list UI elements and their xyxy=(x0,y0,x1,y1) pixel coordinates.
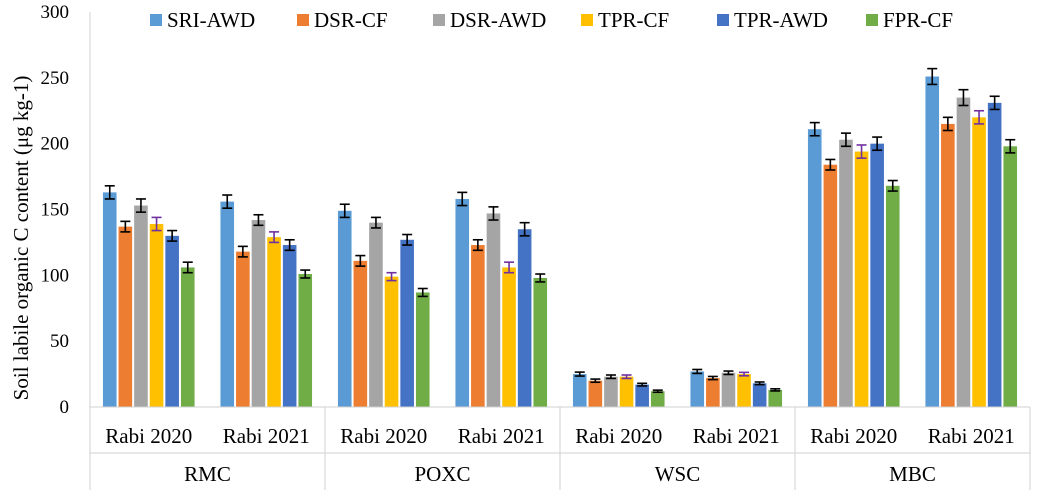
x-tick-label: Rabi 2021 xyxy=(693,424,780,448)
bar xyxy=(588,380,603,407)
y-axis-label: Soil labile organic C content (μg kg-1) xyxy=(9,76,33,401)
legend-swatch xyxy=(433,14,445,26)
bar xyxy=(941,123,955,408)
x-tick-label: Rabi 2021 xyxy=(223,424,310,448)
legend-swatch xyxy=(866,14,878,26)
bar xyxy=(102,192,117,407)
legend-label: DSR-CF xyxy=(314,8,388,32)
bar xyxy=(768,389,783,407)
bar xyxy=(854,151,869,407)
x-tick-label: Rabi 2020 xyxy=(575,424,662,448)
legend-swatch xyxy=(717,14,729,26)
bar xyxy=(236,251,250,407)
x-tick-label: Rabi 2021 xyxy=(928,424,1015,448)
x-tick-label: Rabi 2020 xyxy=(340,424,427,448)
bar xyxy=(885,185,900,407)
bar xyxy=(706,378,720,407)
y-tick-label: 250 xyxy=(41,68,70,89)
bar xyxy=(134,205,148,407)
bar xyxy=(870,143,884,407)
bars xyxy=(102,67,1018,408)
bar xyxy=(604,376,618,407)
bar xyxy=(251,220,266,407)
legend-label: SRI-AWD xyxy=(167,8,255,32)
bar xyxy=(650,391,665,407)
legend-label: TPR-AWD xyxy=(734,8,828,32)
bar xyxy=(282,245,297,407)
group-label: MBC xyxy=(889,462,936,486)
x-tick-label: Rabi 2020 xyxy=(105,424,192,448)
bar xyxy=(149,223,164,407)
bar xyxy=(400,239,414,407)
x-tick-label: Rabi 2021 xyxy=(458,424,545,448)
bar xyxy=(823,164,838,407)
group-label: WSC xyxy=(655,462,701,486)
bar xyxy=(118,226,133,407)
legend-swatch xyxy=(581,14,593,26)
bar xyxy=(752,383,767,407)
bar xyxy=(471,245,485,407)
legend-label: FPR-CF xyxy=(883,8,953,32)
bar xyxy=(987,102,1002,407)
bar xyxy=(415,292,430,407)
legend-swatch xyxy=(150,14,162,26)
bar xyxy=(337,210,352,407)
bar xyxy=(572,374,587,407)
group-label: POXC xyxy=(414,462,470,486)
y-tick-label: 0 xyxy=(60,397,70,418)
bar xyxy=(956,97,971,407)
y-tick-label: 100 xyxy=(41,265,70,286)
bar xyxy=(972,117,986,407)
bar xyxy=(502,267,516,407)
bar xyxy=(721,372,736,407)
bar xyxy=(925,76,940,408)
bar xyxy=(807,129,822,407)
bar xyxy=(180,267,195,407)
bar xyxy=(267,237,281,407)
bar xyxy=(369,222,383,407)
bar xyxy=(486,213,501,407)
y-tick-label: 300 xyxy=(41,2,70,23)
x-axis: Rabi 2020 Rabi 2021 Rabi 2020 Rabi 2021 Rabi… xyxy=(89,406,1031,490)
y-axis: 0 50 100 150 200 250 300 xyxy=(41,2,91,418)
y-tick-label: 200 xyxy=(41,134,70,155)
bar xyxy=(690,371,705,407)
bar xyxy=(298,274,313,407)
bar xyxy=(384,276,399,407)
y-tick-label: 50 xyxy=(50,331,69,352)
bar xyxy=(839,139,853,407)
y-tick-label: 150 xyxy=(41,200,70,221)
group-label: RMC xyxy=(184,462,231,486)
x-tick-label: Rabi 2020 xyxy=(810,424,897,448)
bar xyxy=(220,201,235,407)
bar xyxy=(619,376,634,407)
legend: SRI-AWD DSR-CF DSR-AWD TPR-CF TPR-AWD FPR-CF xyxy=(150,8,953,32)
bar xyxy=(353,260,368,407)
bar xyxy=(455,198,470,407)
legend-label: DSR-AWD xyxy=(450,8,546,32)
legend-swatch xyxy=(297,14,309,26)
bar xyxy=(737,374,751,407)
bar xyxy=(533,277,548,407)
bar xyxy=(1003,146,1018,408)
bar xyxy=(635,384,649,407)
legend-label: TPR-CF xyxy=(598,8,669,32)
bar xyxy=(517,229,532,407)
bar xyxy=(165,235,179,407)
